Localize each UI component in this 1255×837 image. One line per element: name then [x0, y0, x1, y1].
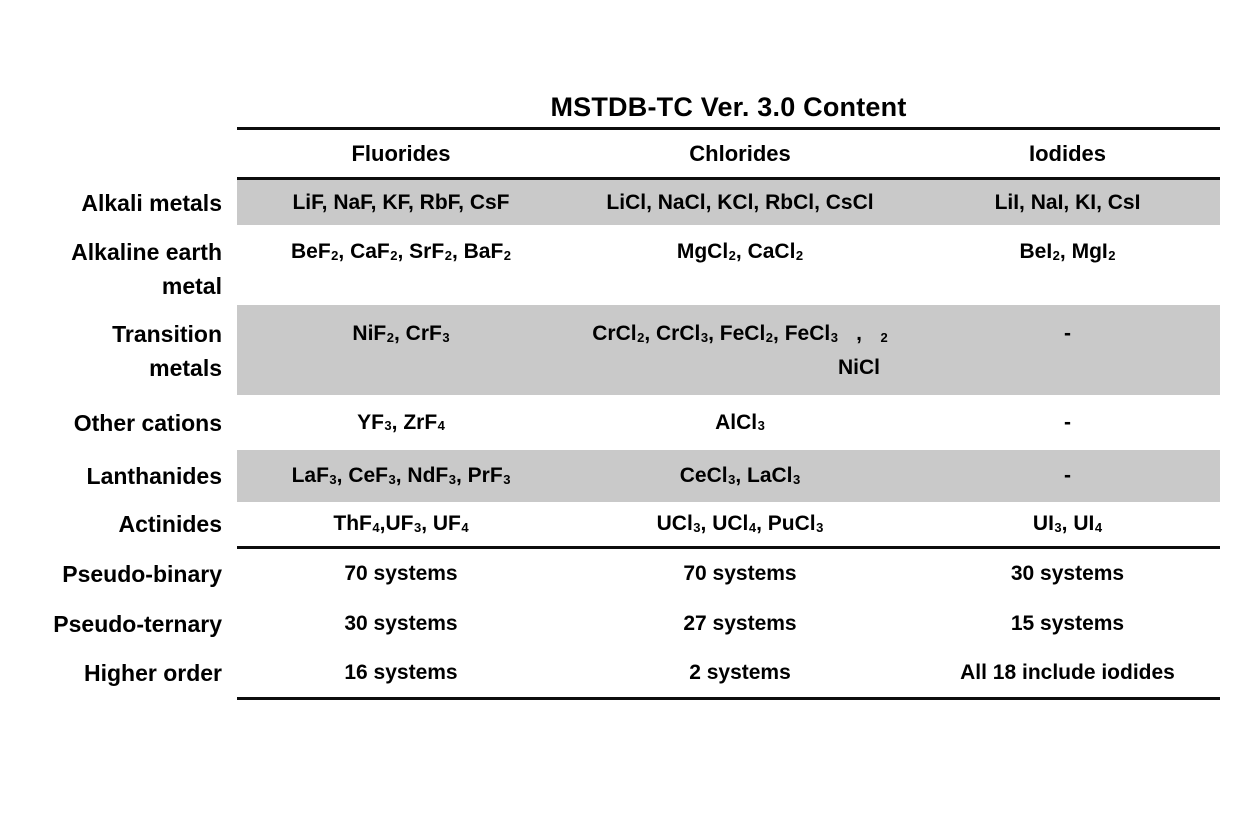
- table-header-row: Fluorides Chlorides Iodides: [0, 130, 1220, 177]
- table-row-higher-order: Higher order 16 systems 2 systems All 18…: [0, 649, 1220, 697]
- row-label: Actinides: [0, 502, 237, 546]
- cell-chlorides: 2 systems: [689, 661, 791, 684]
- row-label: Alkali metals: [0, 180, 237, 225]
- cell-iodides: -: [915, 305, 1220, 395]
- table-row-transition-metals: Transition metals NiF 2, CrF 3 CrCl 2, CrCl 3…: [0, 305, 1220, 395]
- cell-iodides: All 18 include iodides: [960, 661, 1175, 684]
- cell-fluorides: YF 3, ZrF 4: [357, 410, 445, 434]
- column-header-chlorides: Chlorides: [689, 140, 791, 166]
- cell-chlorides: LiCl, NaCl, KCl, RbCl, CsCl: [565, 180, 915, 225]
- table-row-pseudo-ternary: Pseudo-ternary 30 systems 27 systems 15 …: [0, 599, 1220, 649]
- table-row-pseudo-binary: Pseudo-binary 70 systems 70 systems 30 s…: [0, 549, 1220, 599]
- column-header-iodides: Iodides: [1028, 140, 1106, 166]
- cell-chlorides: AlCl 3: [715, 410, 765, 434]
- cell-chlorides: 27 systems: [683, 612, 797, 635]
- cell-chlorides: UCl 3, UCl 4, PuCl 3: [656, 512, 824, 535]
- cell-iodides: 15 systems: [1010, 612, 1125, 635]
- cell-iodides: -: [915, 450, 1220, 502]
- cell-fluorides: 70 systems: [344, 562, 458, 585]
- cell-chlorides: CeCl 3, LaCl 3: [565, 450, 915, 502]
- cell-iodides: UI 3, UI 4: [1032, 512, 1103, 535]
- cell-fluorides: NiF 2, CrF 3: [237, 305, 565, 395]
- cell-fluorides: LiF, NaF, KF, RbF, CsF: [237, 180, 565, 225]
- cell-chlorides: CrCl 2, CrCl 3, FeCl 2, FeCl 3, NiCl 2: [565, 305, 915, 395]
- row-label: Other cations: [0, 395, 237, 450]
- top-rule: [237, 127, 1220, 130]
- row-label: Alkaline earth metal: [0, 225, 237, 305]
- cell-iodides: -: [1064, 410, 1071, 434]
- row-label: Transition metals: [0, 305, 237, 395]
- table-row-other-cations: Other cations YF 3, ZrF 4 AlCl 3 -: [0, 395, 1220, 450]
- cell-iodides: 30 systems: [1010, 562, 1125, 585]
- table-row-actinides: Actinides ThF 4 ,UF 3, UF 4 UCl 3, UCl 4, PuCl…: [0, 502, 1220, 546]
- cell-fluorides: BeF 2, CaF 2, SrF 2, BaF 2: [290, 240, 512, 263]
- table-row-lanthanides: Lanthanides LaF 3, CeF 3, NdF 3, PrF 3 CeCl 3…: [0, 450, 1220, 502]
- row-label: Pseudo-binary: [0, 549, 237, 599]
- header-spacer: [0, 130, 237, 177]
- table-title: MSTDB-TC Ver. 3.0 Content: [550, 92, 907, 122]
- mid-rule: [237, 546, 1220, 549]
- table-row-alkali-metals: Alkali metals LiF, NaF, KF, RbF, CsF LiC…: [0, 180, 1220, 225]
- cell-chlorides: MgCl 2, CaCl 2: [676, 240, 804, 263]
- cell-fluorides: 30 systems: [344, 612, 458, 635]
- cell-fluorides: LaF 3, CeF 3, NdF 3, PrF 3: [237, 450, 565, 502]
- header-rule: [237, 177, 1220, 180]
- row-label: Lanthanides: [0, 450, 237, 502]
- table-row-alkaline-earth-metal: Alkaline earth metal BeF 2, CaF 2, SrF 2, Ba…: [0, 225, 1220, 305]
- cell-fluorides: 16 systems: [344, 661, 458, 684]
- cell-iodides: BeI 2, MgI 2: [1019, 240, 1116, 263]
- cell-iodides: LiI, NaI, KI, CsI: [915, 180, 1220, 225]
- column-header-fluorides: Fluorides: [351, 140, 451, 166]
- row-label: Higher order: [0, 649, 237, 697]
- cell-fluorides: ThF 4 ,UF 3, UF 4: [333, 512, 469, 535]
- row-label: Pseudo-ternary: [0, 599, 237, 649]
- mstdb-content-table: MSTDB-TC Ver. 3.0 Content Fluorides Chlo…: [0, 92, 1220, 700]
- bottom-rule: [237, 697, 1220, 700]
- cell-chlorides: 70 systems: [683, 562, 797, 585]
